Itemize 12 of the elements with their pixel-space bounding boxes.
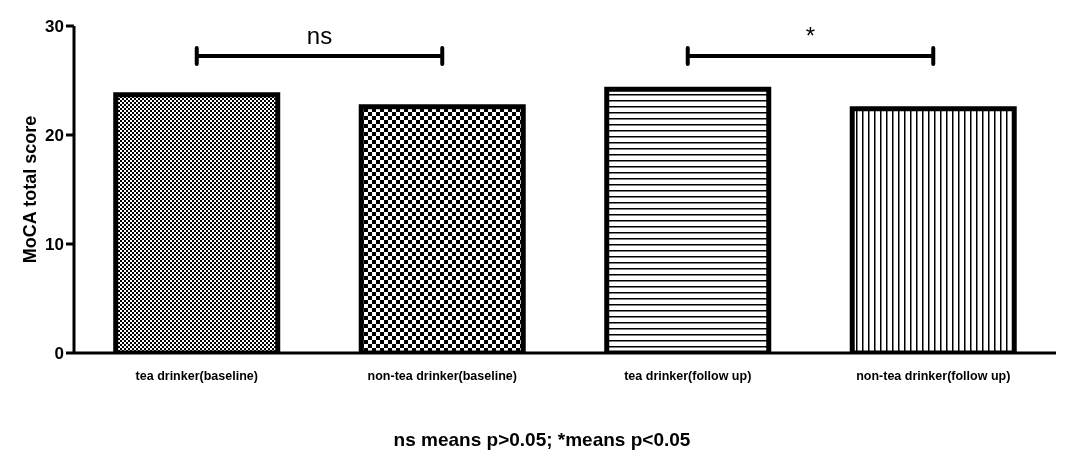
annotation: * bbox=[805, 22, 816, 49]
y-tick-label: 10 bbox=[45, 235, 64, 255]
y-tick-label: 30 bbox=[45, 17, 64, 37]
x-tick-label: non-tea drinker(follow up) bbox=[856, 368, 1011, 383]
x-tick-label: tea drinker(follow up) bbox=[624, 368, 752, 383]
x-tick-label: non-tea drinker(baseline) bbox=[367, 368, 517, 383]
annotation: ns bbox=[306, 22, 333, 49]
x-tick-label: tea drinker(baseline) bbox=[135, 368, 258, 383]
text: ns means p>0.05; *means p<0.05 bbox=[392, 429, 692, 451]
y-tick-label: 0 bbox=[54, 344, 64, 364]
y-tick-label: 20 bbox=[45, 126, 64, 146]
y-axis-title: MoCA total score bbox=[20, 115, 41, 264]
